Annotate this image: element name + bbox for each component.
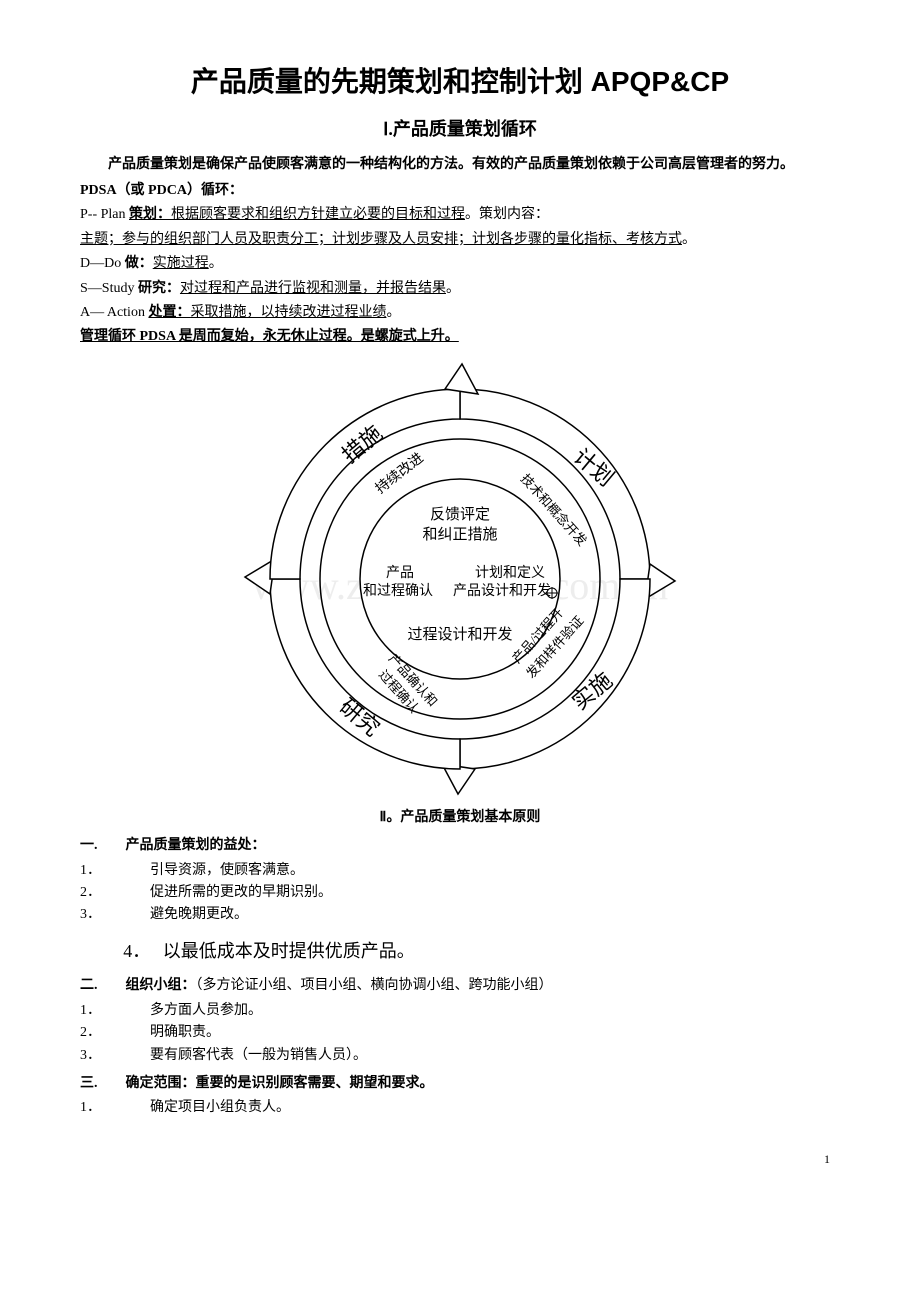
inner-bottom: 过程设计和开发 (407, 626, 512, 643)
sec-b-item1: 多方面人员参加。 (150, 1003, 262, 1018)
section2-title: Ⅱ。产品质量策划基本原则 (80, 807, 840, 829)
sec-a-item4: 以最低成本及时提供优质产品。 (163, 941, 415, 961)
d-desc: 实施过程 (153, 256, 209, 271)
list-item: 1．确定项目小组负责人。 (150, 1097, 840, 1119)
s-line: S—Study 研究：对过程和产品进行监视和测量，并报告结果。 (80, 278, 840, 300)
sec-a-item4-big: 4．以最低成本及时提供优质产品。 (123, 937, 840, 966)
s-prefix: S—Study (80, 281, 138, 296)
cycle-summary: 管理循环 PDSA 是周而复始，永无休止过程。是螺旋式上升。 (80, 326, 840, 348)
inner-top1: 反馈评定 (430, 506, 490, 523)
list-item: 2．明确职责。 (150, 1022, 840, 1044)
s-desc: 对过程和产品进行监视和测量，并报告结果 (180, 281, 446, 296)
inner-left1: 产品 (386, 565, 414, 581)
section1-title: Ⅰ.产品质量策划循环 (80, 115, 840, 144)
page-number: 1 (80, 1150, 840, 1169)
sec-b-head-prefix: 二. 组织小组： (80, 978, 196, 993)
s-label: 研究： (138, 281, 180, 296)
s-end: 。 (446, 281, 460, 296)
d-end: 。 (209, 256, 223, 271)
p-desc-u: 根据顾客要求和组织方针建立必要的目标和过程 (171, 207, 465, 222)
d-prefix: D—Do (80, 256, 125, 271)
list-item: 1．引导资源，使顾客满意。 (150, 860, 840, 882)
inner-left2: 和过程确认 (363, 583, 433, 599)
inner-right2: 产品设计和开发 (453, 583, 551, 599)
a-desc: 采取措施，以持续改进过程业绩 (190, 305, 386, 320)
a-prefix: A— Action (80, 305, 148, 320)
d-line: D—Do 做：实施过程。 (80, 253, 840, 275)
list-item: 3．要有顾客代表（一般为销售人员）。 (150, 1045, 840, 1067)
sec-b-head-rest: （多方论证小组、项目小组、横向协调小组、跨功能小组） (196, 978, 553, 993)
p-desc-end: 。策划内容： (465, 207, 549, 222)
inner-right1: 计划和定义 (475, 565, 545, 581)
pdsa-heading: PDSA（或 PDCA）循环： (80, 180, 840, 202)
list-item: 2．促进所需的更改的早期识别。 (150, 882, 840, 904)
page-title: 产品质量的先期策划和控制计划 APQP&CP (80, 60, 840, 105)
sec-a-head: 一. 产品质量策划的益处： (80, 835, 840, 857)
sec-b-item3: 要有顾客代表（一般为销售人员）。 (150, 1048, 367, 1063)
sec-a-item2: 促进所需的更改的早期识别。 (150, 885, 332, 900)
p-line2-u: 主题；参与的组织部门人员及职责分工；计划步骤及人员安排；计划各步骤的量化指标、考… (80, 232, 682, 247)
p-line2: 主题；参与的组织部门人员及职责分工；计划步骤及人员安排；计划各步骤的量化指标、考… (80, 229, 840, 251)
inner-top2: 和纠正措施 (422, 526, 497, 543)
a-label: 处置： (148, 305, 190, 320)
a-line: A— Action 处置：采取措施，以持续改进过程业绩。 (80, 302, 840, 324)
sec-c-head: 三. 确定范围：重要的是识别顾客需要、期望和要求。 (80, 1073, 840, 1095)
intro-paragraph: 产品质量策划是确保产品使顾客满意的一种结构化的方法。有效的产品质量策划依赖于公司… (80, 154, 840, 176)
p-label: 策划： (129, 207, 171, 222)
p-prefix: P-- Plan (80, 207, 129, 222)
p-line2-end: 。 (682, 232, 696, 247)
sec-a-item1: 引导资源，使顾客满意。 (150, 863, 304, 878)
sec-a-item3: 避免晚期更改。 (150, 907, 248, 922)
a-end: 。 (386, 305, 400, 320)
p-line: P-- Plan 策划：根据顾客要求和组织方针建立必要的目标和过程。策划内容： (80, 204, 840, 226)
d-label: 做： (125, 256, 153, 271)
pdsa-cycle-diagram: www.zuowenfang.com.cn 措施 计划 实施 研究 持续改进 技… (80, 359, 840, 799)
list-item: 1．多方面人员参加。 (150, 1000, 840, 1022)
sec-c-item1: 确定项目小组负责人。 (150, 1100, 290, 1115)
sec-b-item2: 明确职责。 (150, 1025, 220, 1040)
list-item: 3．避免晚期更改。 (150, 904, 840, 926)
sec-b-head: 二. 组织小组：（多方论证小组、项目小组、横向协调小组、跨功能小组） (80, 975, 840, 997)
